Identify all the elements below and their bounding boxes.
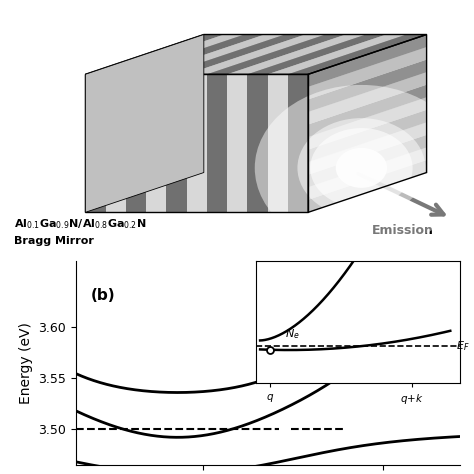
Ellipse shape [255, 85, 468, 251]
Polygon shape [126, 74, 146, 212]
Polygon shape [308, 160, 427, 212]
Text: Bragg Mirror: Bragg Mirror [14, 236, 94, 246]
Polygon shape [308, 122, 427, 175]
Polygon shape [308, 97, 427, 150]
Polygon shape [85, 35, 204, 212]
Text: //: // [268, 268, 279, 283]
Polygon shape [308, 85, 427, 137]
Polygon shape [308, 72, 427, 125]
Polygon shape [308, 47, 427, 100]
Y-axis label: Energy (eV): Energy (eV) [18, 322, 33, 403]
Ellipse shape [336, 148, 387, 188]
Polygon shape [308, 60, 427, 112]
Polygon shape [308, 135, 427, 187]
Polygon shape [227, 74, 247, 212]
Polygon shape [187, 35, 325, 74]
Polygon shape [106, 35, 244, 74]
Polygon shape [207, 74, 227, 212]
Polygon shape [166, 35, 305, 74]
Polygon shape [308, 35, 427, 87]
Text: (b): (b) [91, 288, 116, 303]
Polygon shape [146, 74, 166, 212]
Polygon shape [268, 74, 288, 212]
Polygon shape [247, 74, 268, 212]
Text: Emission: Emission [372, 224, 434, 237]
Ellipse shape [310, 128, 412, 208]
Text: Al$_{0.1}$Ga$_{0.9}$N/Al$_{0.8}$Ga$_{0.2}$N: Al$_{0.1}$Ga$_{0.9}$N/Al$_{0.8}$Ga$_{0.2… [14, 218, 146, 231]
Polygon shape [85, 35, 224, 74]
Polygon shape [308, 147, 427, 200]
Polygon shape [166, 74, 187, 212]
Ellipse shape [298, 118, 426, 218]
Polygon shape [268, 35, 406, 74]
Polygon shape [308, 35, 427, 212]
Polygon shape [187, 74, 207, 212]
Polygon shape [288, 35, 427, 74]
Polygon shape [85, 35, 427, 74]
Polygon shape [106, 74, 126, 212]
Polygon shape [247, 35, 386, 74]
Polygon shape [85, 74, 106, 212]
Text: $N_X$: $N_X$ [441, 278, 460, 295]
Polygon shape [207, 35, 346, 74]
Polygon shape [146, 35, 285, 74]
Polygon shape [308, 110, 427, 162]
Ellipse shape [255, 85, 468, 251]
Polygon shape [227, 35, 366, 74]
Polygon shape [288, 74, 308, 212]
Polygon shape [126, 35, 264, 74]
